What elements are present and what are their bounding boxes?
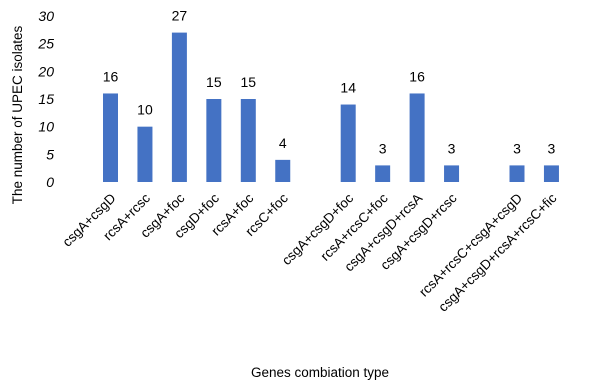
data-label-rcsc-foc: 4 bbox=[279, 135, 287, 151]
y-tick-label-10: 10 bbox=[38, 119, 54, 135]
bar-rcsa-rcsc-csga-csgd bbox=[509, 165, 525, 182]
y-tick-label-20: 20 bbox=[37, 63, 54, 79]
y-tick-label-25: 25 bbox=[37, 36, 54, 52]
y-tick-labels: 0 5 10 15 20 25 30 bbox=[37, 8, 54, 190]
data-label-csga-csgd-rcsc: 3 bbox=[448, 140, 456, 156]
bar-csga-foc bbox=[171, 32, 187, 182]
data-label-csga-csgd-rcsa-rcsc-fic: 3 bbox=[548, 140, 556, 156]
data-label-csga-foc: 27 bbox=[172, 8, 188, 24]
data-label-rcsa-foc: 15 bbox=[241, 74, 257, 90]
bar-rcsa-rcsc-foc bbox=[375, 165, 391, 182]
bar-rcsa-foc bbox=[240, 99, 256, 182]
data-label-csgd-foc: 15 bbox=[206, 74, 222, 90]
category-labels: csgA+csgDrcsA+rcsccsgA+foccsgD+focrcsA+f… bbox=[59, 190, 559, 314]
bar-rcsa-rcsc bbox=[137, 126, 153, 182]
bars bbox=[103, 32, 559, 182]
y-tick-label-15: 15 bbox=[38, 91, 54, 107]
data-label-rcsa-rcsc: 10 bbox=[137, 102, 153, 118]
data-label-csga-csgd: 16 bbox=[103, 68, 119, 84]
bar-csga-csgd-rcsc bbox=[444, 165, 460, 182]
bar-csgd-foc bbox=[206, 99, 222, 182]
x-axis-title: Genes combiation type bbox=[251, 365, 389, 380]
data-label-csga-csgd-rcsa: 16 bbox=[409, 68, 425, 84]
y-tick-label-0: 0 bbox=[46, 174, 54, 190]
bar-rcsc-foc bbox=[275, 159, 291, 182]
data-label-rcsa-rcsc-foc: 3 bbox=[379, 140, 387, 156]
data-labels: 16 10 27 15 15 4 14 3 16 3 3 3 bbox=[103, 8, 556, 157]
bar-csga-csgd-rcsa-rcsc-fic bbox=[543, 165, 559, 182]
y-tick-label-30: 30 bbox=[38, 8, 54, 24]
bar-csga-csgd bbox=[103, 93, 118, 182]
bar-csga-csgd-rcsa bbox=[409, 93, 425, 182]
data-label-csga-csgd-foc: 14 bbox=[340, 80, 356, 96]
bar-csga-csgd-foc bbox=[340, 104, 356, 182]
data-label-rcsa-rcsc-csga-csgd: 3 bbox=[513, 140, 521, 156]
y-axis-title: The number of UPEC isolates bbox=[10, 25, 25, 204]
y-tick-label-5: 5 bbox=[46, 146, 54, 162]
